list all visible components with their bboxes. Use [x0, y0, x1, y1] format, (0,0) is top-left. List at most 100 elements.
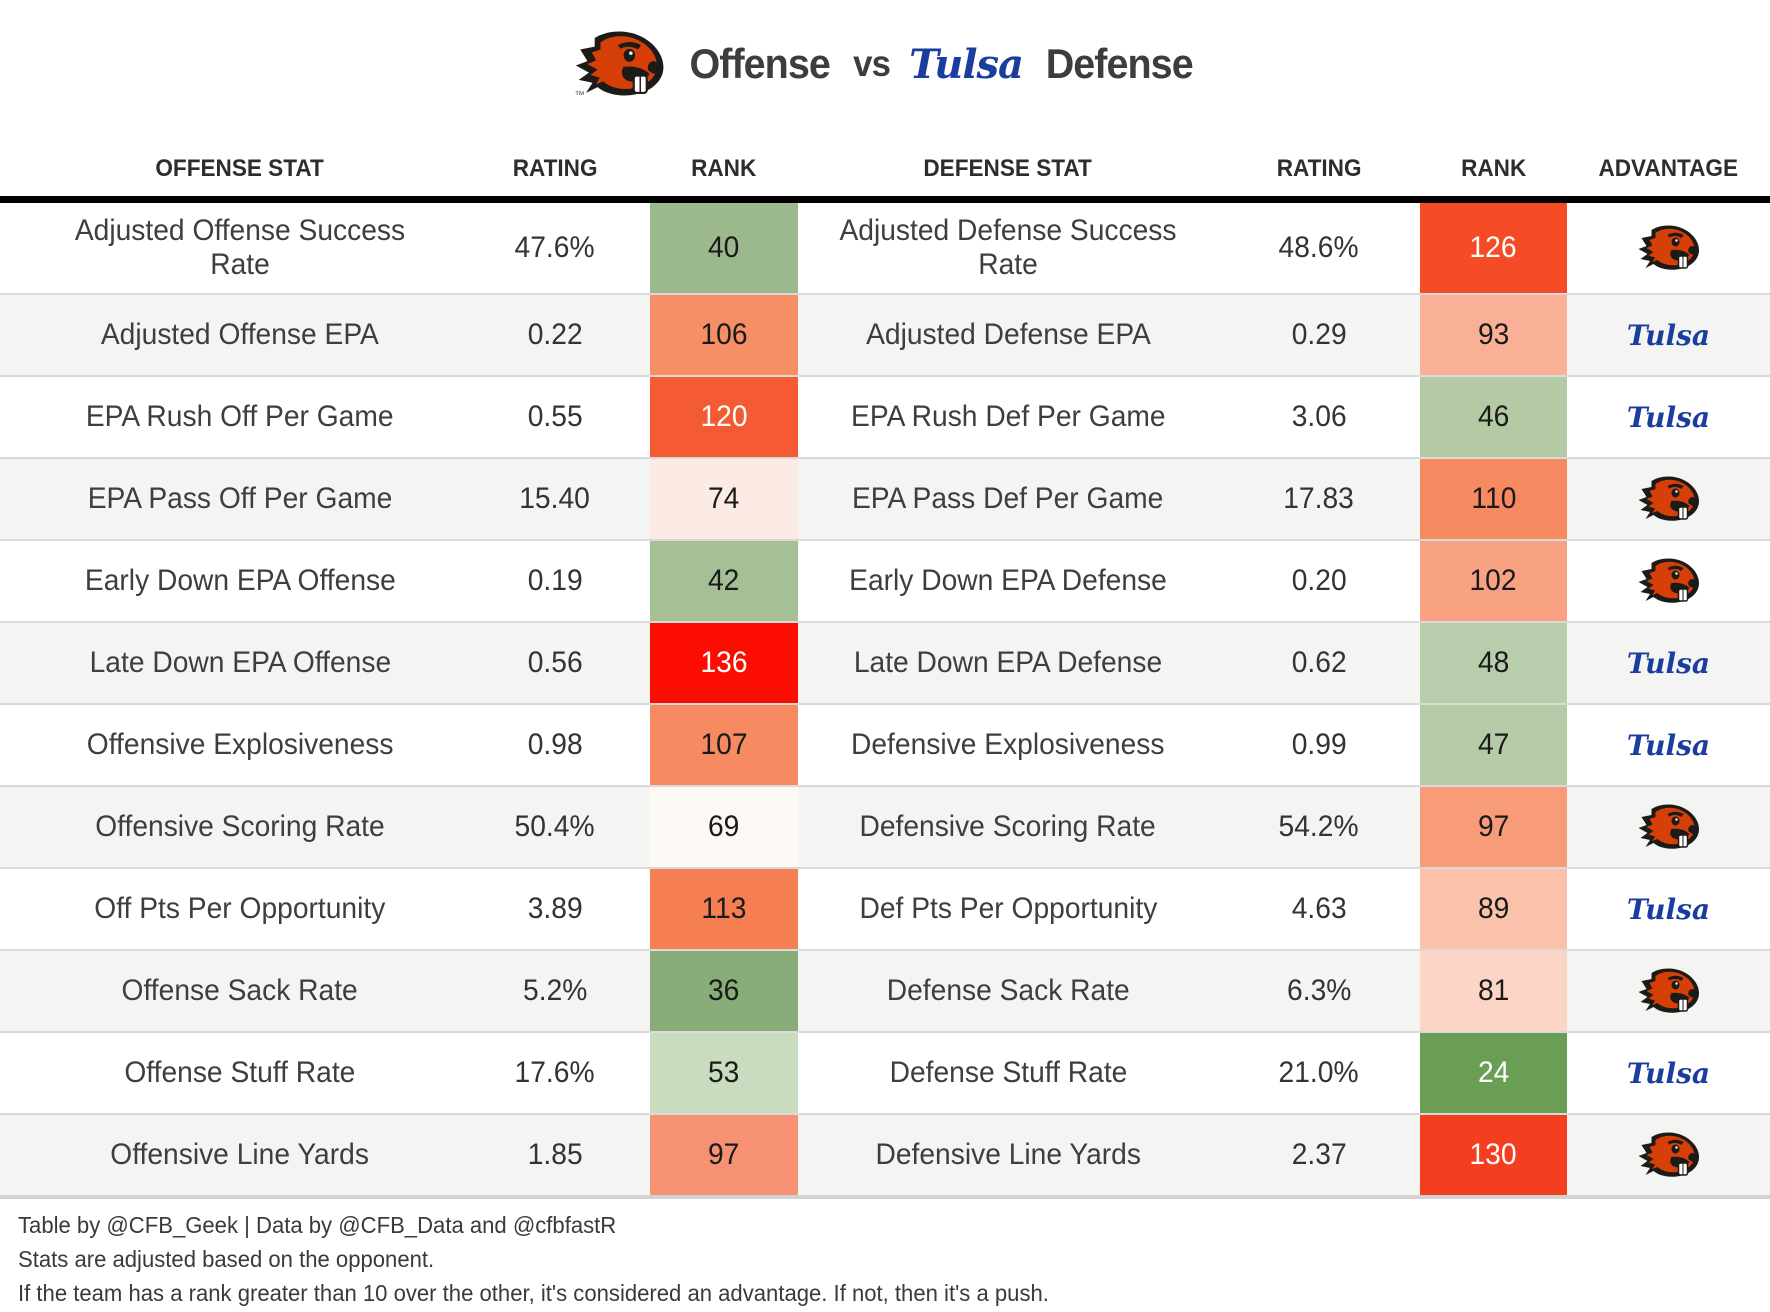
- table-row: Adjusted Offense EPA 0.22 106 Adjusted D…: [0, 293, 1770, 375]
- beavers-advantage-icon: [1636, 967, 1702, 1015]
- defense-rank-value: 89: [1420, 869, 1567, 949]
- defense-stat-name: Defensive Explosiveness: [851, 728, 1165, 762]
- trademark-mark: ™: [574, 90, 585, 101]
- offense-rank-value: 97: [650, 1115, 798, 1195]
- offense-rank-value: 107: [650, 705, 798, 785]
- offense-rank-value: 136: [650, 623, 798, 703]
- table-row: Offense Stuff Rate 17.6% 53 Defense Stuf…: [0, 1031, 1770, 1113]
- defense-rank-value: 130: [1420, 1115, 1567, 1195]
- defense-rating-value: 0.29: [1291, 318, 1347, 351]
- beavers-logo-icon: ™: [573, 29, 667, 101]
- defense-rank-value: 81: [1420, 951, 1567, 1031]
- table-row: Adjusted Offense Success Rate 47.6% 40 A…: [0, 203, 1770, 293]
- tulsa-logo-icon: Tulsa: [909, 40, 1024, 88]
- defense-rank-value: 47: [1420, 705, 1567, 785]
- offense-rank-value: 42: [650, 541, 798, 621]
- defense-rating-value: 4.63: [1291, 892, 1347, 925]
- offense-rating-value: 3.89: [527, 892, 583, 925]
- tulsa-advantage-icon: Tulsa: [1626, 318, 1711, 352]
- offense-rating-value: 50.4%: [515, 810, 595, 843]
- advantage-cell: Tulsa: [1567, 705, 1770, 785]
- defense-stat-name: Late Down EPA Defense: [853, 646, 1163, 680]
- defense-rank-value: 97: [1420, 787, 1567, 867]
- col-header-defense-rating: RATING: [1276, 155, 1362, 182]
- defense-rating-value: 54.2%: [1279, 810, 1359, 843]
- defense-rating-value: 0.62: [1291, 646, 1347, 679]
- header-divider-rule: [0, 196, 1770, 203]
- offense-stat-name: EPA Pass Off Per Game: [87, 482, 393, 516]
- offense-stat-name: Offense Sack Rate: [121, 974, 359, 1008]
- defense-stat-name: Adjusted Defense EPA: [865, 318, 1151, 352]
- defense-stat-name: Adjusted Defense Success Rate: [839, 214, 1177, 281]
- table-row: EPA Rush Off Per Game 0.55 120 EPA Rush …: [0, 375, 1770, 457]
- col-header-advantage: ADVANTAGE: [1598, 155, 1739, 182]
- offense-rank-value: 106: [650, 295, 798, 375]
- advantage-cell: Tulsa: [1567, 1033, 1770, 1113]
- offense-stat-name: Off Pts Per Opportunity: [94, 892, 386, 926]
- offense-rank-value: 36: [650, 951, 798, 1031]
- beavers-advantage-icon: [1636, 803, 1702, 851]
- col-header-defense-stat: DEFENSE STAT: [923, 155, 1093, 182]
- title-defense: Defense: [1045, 40, 1194, 87]
- offense-rating-value: 0.22: [527, 318, 583, 351]
- offense-rating-value: 0.19: [527, 564, 583, 597]
- tulsa-advantage-icon: Tulsa: [1626, 646, 1711, 680]
- tulsa-advantage-icon: Tulsa: [1626, 1056, 1711, 1090]
- col-header-offense-rank: RANK: [691, 155, 757, 182]
- advantage-cell: Tulsa: [1567, 1115, 1770, 1195]
- offense-rating-value: 17.6%: [515, 1056, 595, 1089]
- offense-rank-value: 120: [650, 377, 798, 457]
- advantage-cell: Tulsa: [1567, 377, 1770, 457]
- table-row: Offensive Scoring Rate 50.4% 69 Defensiv…: [0, 785, 1770, 867]
- page-title: ™ Offense vs Tulsa Defense: [0, 0, 1770, 128]
- footer-notes: Table by @CFB_Geek | Data by @CFB_Data a…: [0, 1199, 1770, 1310]
- defense-stat-name: Defensive Line Yards: [875, 1138, 1141, 1172]
- defense-rating-value: 0.99: [1291, 728, 1347, 761]
- title-vs: vs: [853, 43, 891, 84]
- offense-rank-value: 53: [650, 1033, 798, 1113]
- offense-stat-name: Late Down EPA Offense: [89, 646, 391, 680]
- defense-rating-value: 17.83: [1283, 482, 1355, 515]
- offense-rank-value: 40: [650, 203, 798, 293]
- offense-rating-value: 1.85: [527, 1138, 583, 1171]
- advantage-cell: Tulsa: [1567, 459, 1770, 539]
- table-row: Offensive Line Yards 1.85 97 Defensive L…: [0, 1113, 1770, 1195]
- defense-rank-value: 24: [1420, 1033, 1567, 1113]
- offense-rank-value: 69: [650, 787, 798, 867]
- offense-stat-name: Early Down EPA Offense: [84, 564, 396, 598]
- advantage-cell: Tulsa: [1567, 623, 1770, 703]
- advantage-cell: Tulsa: [1567, 787, 1770, 867]
- table-body: Adjusted Offense Success Rate 47.6% 40 A…: [0, 203, 1770, 1199]
- tulsa-advantage-icon: Tulsa: [1626, 400, 1711, 434]
- defense-rank-value: 126: [1420, 203, 1567, 293]
- defense-stat-name: Defense Stuff Rate: [889, 1056, 1127, 1090]
- defense-stat-name: Early Down EPA Defense: [849, 564, 1167, 598]
- tulsa-advantage-icon: Tulsa: [1626, 728, 1711, 762]
- offense-rating-value: 0.98: [527, 728, 583, 761]
- beavers-advantage-icon: [1636, 475, 1702, 523]
- offense-rating-value: 15.40: [519, 482, 591, 515]
- offense-rating-value: 0.55: [527, 400, 583, 433]
- defense-rating-value: 2.37: [1291, 1138, 1347, 1171]
- defense-rating-value: 3.06: [1291, 400, 1347, 433]
- table-row: Off Pts Per Opportunity 3.89 113 Def Pts…: [0, 867, 1770, 949]
- offense-rating-value: 0.56: [527, 646, 583, 679]
- advantage-cell: Tulsa: [1567, 869, 1770, 949]
- defense-rank-value: 102: [1420, 541, 1567, 621]
- beavers-advantage-icon: [1636, 224, 1702, 272]
- offense-stat-name: Offensive Line Yards: [110, 1138, 370, 1172]
- footer-note-advantage-rule: If the team has a rank greater than 10 o…: [18, 1280, 1049, 1306]
- table-header-row: OFFENSE STAT RATING RANK DEFENSE STAT RA…: [0, 128, 1770, 196]
- table-row: Late Down EPA Offense 0.56 136 Late Down…: [0, 621, 1770, 703]
- defense-stat-name: Defense Sack Rate: [886, 974, 1130, 1008]
- offense-rating-value: 5.2%: [522, 974, 588, 1007]
- offense-stat-name: Adjusted Offense EPA: [100, 318, 380, 352]
- advantage-cell: Tulsa: [1567, 203, 1770, 293]
- footer-credits: Table by @CFB_Geek | Data by @CFB_Data a…: [18, 1212, 617, 1238]
- offense-rank-value: 113: [650, 869, 798, 949]
- defense-rank-value: 46: [1420, 377, 1567, 457]
- advantage-cell: Tulsa: [1567, 951, 1770, 1031]
- col-header-offense-stat: OFFENSE STAT: [155, 155, 325, 182]
- table-row: EPA Pass Off Per Game 15.40 74 EPA Pass …: [0, 457, 1770, 539]
- defense-rank-value: 93: [1420, 295, 1567, 375]
